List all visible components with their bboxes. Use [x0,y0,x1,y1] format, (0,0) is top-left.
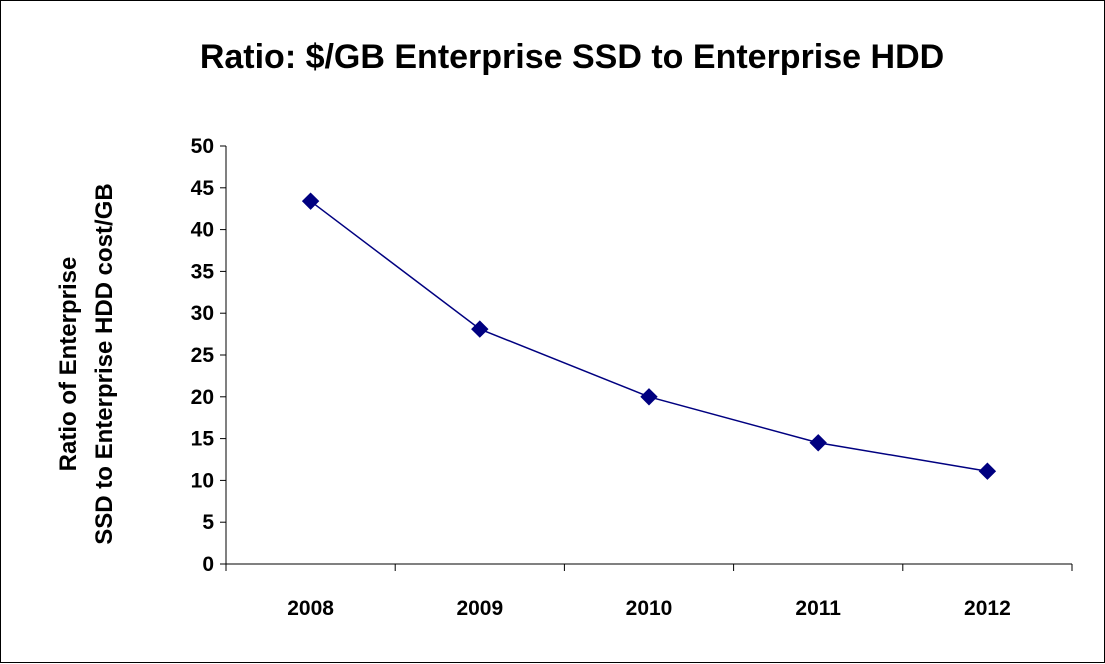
y-tick-label: 0 [202,553,214,576]
y-tick-label: 35 [191,260,215,283]
x-tick-label: 2010 [626,597,673,620]
series-line [310,200,988,472]
y-tick-label: 5 [202,511,214,534]
x-tick-label: 2009 [456,597,503,620]
axes [225,146,1072,565]
y-axis-label-line-1: Ratio of Enterprise [55,257,82,472]
y-tick-label: 50 [191,135,214,158]
y-tick-label: 20 [191,386,214,409]
y-axis-ticks: 0 5 10 15 20 25 30 35 40 45 50 [191,135,226,576]
y-tick-label: 40 [191,219,214,242]
y-tick-label: 10 [191,469,214,492]
y-tick-label: 45 [191,177,215,200]
x-tick-label: 2011 [795,597,841,620]
data-point-2012 [978,462,997,480]
y-axis-label: Ratio of Enterprise SSD to Enterprise HD… [55,183,118,544]
data-point-2008 [301,192,320,210]
data-point-2010 [640,388,658,406]
y-tick-label: 25 [191,344,215,367]
x-tick-label: 2008 [287,597,334,620]
chart-title: Ratio: $/GB Enterprise SSD to Enterprise… [200,38,944,76]
y-axis-label-line-2: SSD to Enterprise HDD cost/GB [91,183,118,544]
x-axis-ticks: 2008 2009 2010 2011 2012 [225,564,1073,620]
data-point-2009 [471,320,489,338]
y-tick-label: 15 [191,428,215,451]
data-point-2011 [809,434,827,452]
x-tick-label: 2012 [964,597,1011,620]
y-tick-label: 30 [191,302,214,325]
series-group [301,192,997,480]
